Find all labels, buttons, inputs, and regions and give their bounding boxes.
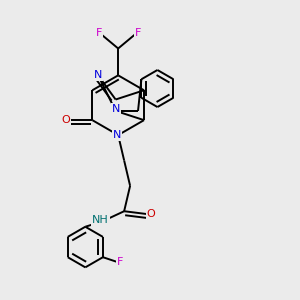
Text: NH: NH [92, 215, 109, 225]
Text: O: O [61, 115, 70, 125]
Text: N: N [111, 104, 120, 114]
Text: N: N [113, 130, 122, 140]
Text: O: O [147, 209, 155, 219]
Text: F: F [134, 28, 141, 38]
Text: F: F [117, 257, 123, 267]
Text: F: F [96, 28, 102, 38]
Text: N: N [94, 70, 102, 80]
